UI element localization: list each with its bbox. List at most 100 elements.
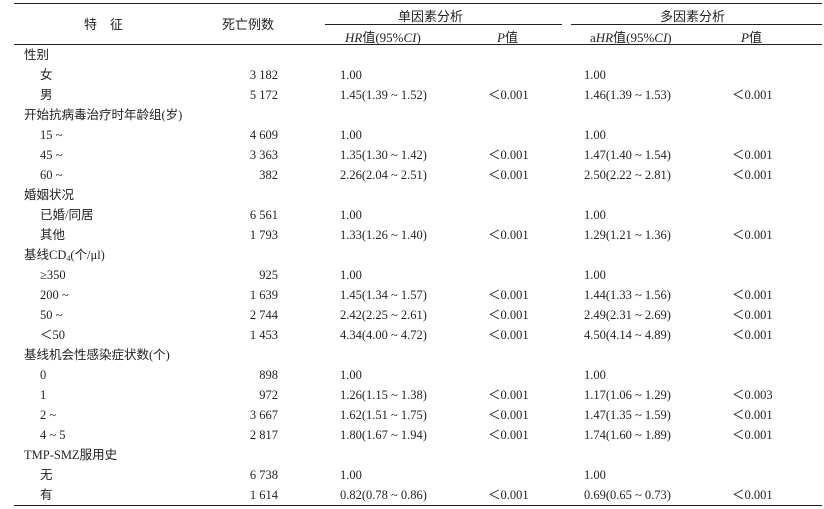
table-cell-p-univariate: ＜0.001 [488, 388, 529, 402]
table-cell-p-multivariate: ＜0.001 [732, 328, 773, 342]
header-deaths: 死亡例数 [222, 17, 275, 32]
table-cell-deaths: 1 793 [249, 228, 278, 242]
table-cell-hr: 1.62(1.51 ~ 1.75) [340, 408, 427, 422]
table-cell-deaths: 972 [259, 388, 278, 402]
table-cell-p-multivariate: ＜0.001 [732, 488, 773, 502]
table-cell-ahr: 1.00 [584, 268, 606, 282]
table-cell-deaths: 3 667 [249, 408, 278, 422]
header-hr-ci: CI [403, 30, 417, 45]
table-cell-ahr: 1.00 [584, 128, 606, 142]
table-cell-hr: 1.26(1.15 ~ 1.38) [340, 388, 427, 402]
table-bottom-rule [14, 505, 822, 506]
table-cell-deaths: 2 744 [249, 308, 278, 322]
table-cell-hr: 1.45(1.39 ~ 1.52) [340, 88, 427, 102]
table-row-label: 60 ~ [40, 168, 63, 182]
table-row-label: 男 [40, 88, 53, 102]
table-group-label: TMP-SMZ服用史 [24, 445, 117, 465]
table-cell-hr: 1.35(1.30 ~ 1.42) [340, 148, 427, 162]
table-cell-deaths: 6 738 [249, 468, 278, 482]
table-row-label: 有 [40, 488, 53, 502]
header-p1-symbol: P [497, 30, 505, 45]
table-cell-hr: 1.33(1.26 ~ 1.40) [340, 228, 427, 242]
table-group-label: 基线机会性感染症状数(个) [24, 345, 170, 365]
table-group-label: 性别 [24, 45, 49, 65]
group-label-text: 开始抗病毒治疗时年龄组(岁) [24, 108, 183, 122]
table-cell-hr: 2.26(2.04 ~ 2.51) [340, 168, 427, 182]
table-row-label: 50 ~ [40, 308, 63, 322]
table-row-label: 45 ~ [40, 148, 63, 162]
table-cell-deaths: 5 172 [249, 88, 278, 102]
table-cell-p-multivariate: ＜0.003 [732, 388, 773, 402]
table-cell-p-multivariate: ＜0.001 [732, 408, 773, 422]
table-cell-ahr: 1.00 [584, 468, 606, 482]
table-cell-p-multivariate: ＜0.001 [732, 148, 773, 162]
header-bottom-rule [14, 44, 822, 45]
table-cell-p-multivariate: ＜0.001 [732, 228, 773, 242]
table-cell-ahr: 1.44(1.33 ~ 1.56) [584, 288, 671, 302]
header-ahr: aHR值(95%CI) [590, 27, 672, 46]
table-cell-ahr: 1.00 [584, 208, 606, 222]
table-group-label: 基线CD4(个/μl) [24, 245, 105, 269]
table-cell-ahr: 4.50(4.14 ~ 4.89) [584, 328, 671, 342]
table-cell-ahr: 1.29(1.21 ~ 1.36) [584, 228, 671, 242]
table-cell-deaths: 2 817 [249, 428, 278, 442]
table-cell-hr: 1.00 [340, 468, 362, 482]
table-cell-p-multivariate: ＜0.001 [732, 428, 773, 442]
table-cell-p-univariate: ＜0.001 [488, 428, 529, 442]
table-cell-deaths: 3 182 [249, 68, 278, 82]
table-cell-p-univariate: ＜0.001 [488, 228, 529, 242]
header-hr-suffix: ) [416, 30, 421, 45]
table-cell-hr: 4.34(4.00 ~ 4.72) [340, 328, 427, 342]
table-cell-ahr: 1.46(1.39 ~ 1.53) [584, 88, 671, 102]
table-row-label: 其他 [40, 228, 66, 242]
table-cell-hr: 1.00 [340, 268, 362, 282]
table-cell-p-univariate: ＜0.001 [488, 88, 529, 102]
group-label-text: 基线机会性感染症状数(个) [24, 348, 170, 362]
table-row-label: 已婚/同居 [40, 208, 94, 222]
group-label-subscript: 4 [66, 254, 71, 263]
table-cell-ahr: 1.00 [584, 368, 606, 382]
header-hr: HR值(95%CI) [345, 27, 421, 46]
table-cell-hr: 1.80(1.67 ~ 1.94) [340, 428, 427, 442]
table-cell-p-univariate: ＜0.001 [488, 408, 529, 422]
table-row-label: 女 [40, 68, 53, 82]
table-cell-hr: 1.00 [340, 68, 362, 82]
header-ahr-suffix: ) [667, 30, 672, 45]
table-row-label: 0 [40, 368, 47, 382]
table-cell-hr: 0.82(0.78 ~ 0.86) [340, 488, 427, 502]
table-cell-deaths: 4 609 [249, 128, 278, 142]
table-row-label: 2 ~ [40, 408, 57, 422]
table-cell-deaths: 6 561 [249, 208, 278, 222]
table-row-label: ≥350 [40, 268, 66, 282]
table-cell-hr: 1.45(1.34 ~ 1.57) [340, 288, 427, 302]
header-ahr-mid: 值(95% [613, 30, 655, 45]
table-cell-deaths: 3 363 [249, 148, 278, 162]
header-p1: P值 [497, 27, 518, 46]
univariate-group-rule [325, 24, 562, 25]
table-cell-hr: 2.42(2.25 ~ 2.61) [340, 308, 427, 322]
table-cell-hr: 1.00 [340, 208, 362, 222]
table-group-label: 婚姻状况 [24, 185, 74, 205]
header-ahr-prefix: a [590, 30, 596, 45]
table-cell-deaths: 1 453 [249, 328, 278, 342]
header-p2-suffix: 值 [748, 30, 762, 45]
table-cell-deaths: 925 [259, 268, 278, 282]
group-label-text: 基线CD [24, 248, 67, 262]
table-cell-p-univariate: ＜0.001 [488, 328, 529, 342]
table-cell-hr: 1.00 [340, 128, 362, 142]
group-label-text: 性别 [24, 48, 50, 62]
table-row-label: ＜50 [40, 328, 66, 342]
table-cell-ahr: 2.49(2.31 ~ 2.69) [584, 308, 671, 322]
table-cell-p-univariate: ＜0.001 [488, 168, 529, 182]
table-cell-deaths: 1 639 [249, 288, 278, 302]
table-cell-ahr: 1.47(1.40 ~ 1.54) [584, 148, 671, 162]
header-ahr-symbol: HR [595, 30, 614, 45]
table-row-label: 4 ~ 5 [40, 428, 66, 442]
table-row-label: 200 ~ [40, 288, 69, 302]
table-cell-p-univariate: ＜0.001 [488, 148, 529, 162]
table-cell-ahr: 1.17(1.06 ~ 1.29) [584, 388, 671, 402]
table-cell-ahr: 2.50(2.22 ~ 2.81) [584, 168, 671, 182]
table-cell-ahr: 1.74(1.60 ~ 1.89) [584, 428, 671, 442]
group-label-text: 婚姻状况 [24, 188, 75, 202]
